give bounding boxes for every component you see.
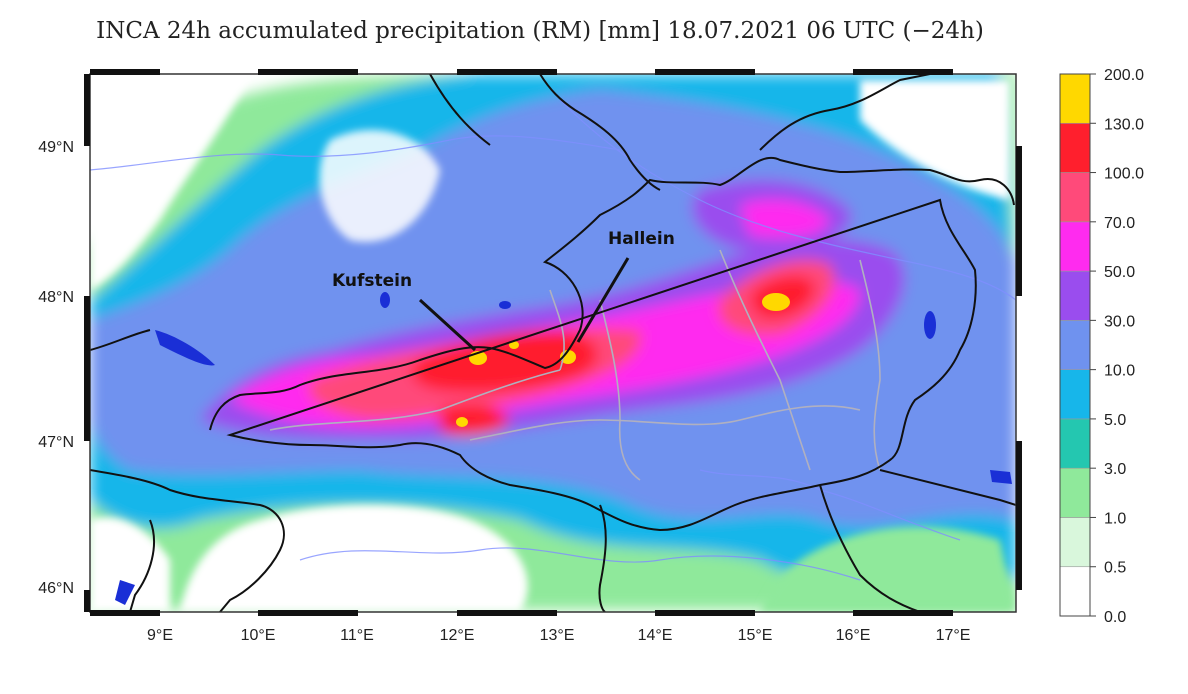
legend-swatch	[1059, 369, 1091, 420]
lat-label: 47°N	[38, 434, 74, 451]
kufstein-leader-line	[418, 298, 477, 352]
legend-level-label: 1.0	[1104, 510, 1126, 527]
legend-level-label: 70.0	[1104, 215, 1135, 232]
legend-level-label: 0.5	[1104, 560, 1126, 577]
lon-label: 13°E	[540, 627, 575, 644]
hallein-leader-line	[576, 257, 630, 343]
legend-swatch	[1059, 270, 1091, 321]
lon-label: 16°E	[836, 627, 871, 644]
legend-level-label: 3.0	[1104, 461, 1126, 478]
lon-label: 15°E	[738, 627, 773, 644]
state-borders	[269, 249, 881, 481]
lon-label: 14°E	[638, 627, 673, 644]
national-borders	[90, 74, 1016, 612]
place-label-hallein: Hallein	[608, 229, 675, 249]
legend-level-label: 0.0	[1104, 609, 1126, 626]
lon-label: 11°E	[340, 627, 374, 644]
legend-swatch	[1059, 122, 1091, 173]
legend-level-label: 10.0	[1104, 363, 1135, 380]
lat-label: 48°N	[38, 289, 74, 306]
lat-label: 49°N	[38, 139, 74, 156]
legend-frame	[1059, 73, 1091, 617]
legend-swatch	[1059, 517, 1091, 568]
legend-level-label: 200.0	[1104, 67, 1144, 84]
legend-swatch	[1059, 73, 1091, 124]
place-label-kufstein: Kufstein	[332, 271, 412, 291]
lon-label: 9°E	[147, 627, 173, 644]
legend-level-label: 50.0	[1104, 264, 1135, 281]
legend-level-label: 130.0	[1104, 116, 1144, 133]
legend-swatch	[1059, 221, 1091, 272]
lon-label: 12°E	[440, 627, 475, 644]
lon-label: 10°E	[241, 627, 276, 644]
frame-ticks	[84, 69, 1022, 616]
max-precip-spots	[456, 293, 790, 427]
rivers	[90, 99, 1016, 581]
map-title: INCA 24h accumulated precipitation (RM) …	[96, 18, 984, 44]
legend-swatch	[1059, 172, 1091, 223]
lat-label: 46°N	[38, 580, 74, 597]
legend-swatch	[1059, 566, 1091, 617]
legend-swatch	[1059, 320, 1091, 370]
precipitation-field	[90, 74, 1016, 612]
lon-label: 17°E	[936, 627, 971, 644]
legend-level-label: 100.0	[1104, 166, 1144, 183]
lakes	[115, 292, 1012, 605]
legend-level-label: 30.0	[1104, 313, 1135, 330]
legend-swatch	[1059, 467, 1091, 518]
legend-level-label: 5.0	[1104, 412, 1126, 429]
legend-swatch	[1059, 418, 1091, 469]
color-legend: 0.0 0.5 1.0 3.0 5.0 10.0 30.0 50.0 70.0 100.0 130.…	[1059, 67, 1144, 626]
